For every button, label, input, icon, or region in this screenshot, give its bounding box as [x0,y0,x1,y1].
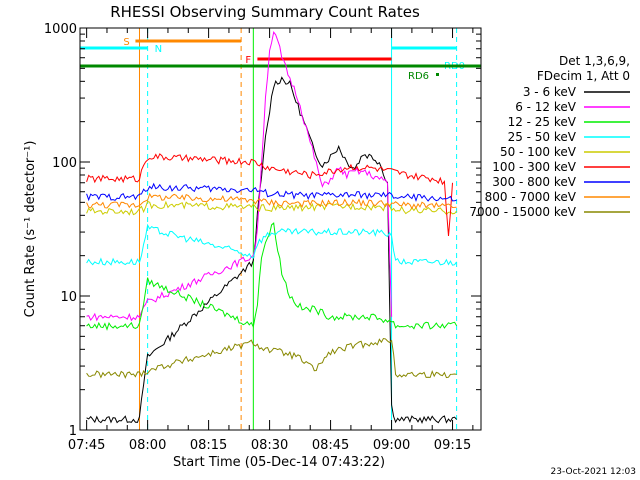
y-tick-label: 1 [69,424,77,439]
series-line-12-25-kev [86,222,458,331]
annotation-label-n: N [155,44,162,55]
legend-label-7000-15000-kev: 7000 - 15000 keV [469,205,576,219]
series-line-300-800-kev [86,182,457,203]
annotation-label-s: S [123,37,129,48]
x-axis: 07:45 08:00 08:15 08:30 08:45 09:00 09:15 [68,28,474,453]
y-tick-label: 1000 [44,22,77,37]
x-tick-label: 09:15 [434,438,471,453]
x-tick-label: 08:00 [129,438,166,453]
legend-label-25-50-kev: 25 - 50 keV [508,130,577,144]
legend: Det 1,3,6,9, FDecim 1, Att 0 3 - 6 keV6 … [469,54,630,219]
plot-area: SNFRD0RD6 [80,28,481,430]
series-line-25-50-kev [86,223,458,266]
annotation-marker-rd6 [436,73,439,76]
y-tick-label: 10 [60,290,77,305]
y-axis-label: Count Rate (s⁻¹ detector⁻¹) [23,141,38,318]
annotation-label-f: F [245,55,251,66]
x-tick-label: 08:15 [190,438,227,453]
x-tick-label: 07:45 [68,438,105,453]
x-tick-label: 08:30 [251,438,288,453]
legend-label-3-6-kev: 3 - 6 keV [523,85,577,99]
x-tick-label: 09:00 [373,438,410,453]
x-tick-label: 08:45 [312,438,349,453]
series-line-7000-15000-kev [86,337,457,379]
y-axis: 1 10 100 1000 [44,22,481,439]
legend-label-300-800-kev: 300 - 800 keV [492,175,576,189]
legend-header-line-1: Det 1,3,6,9, [559,54,630,68]
series-line-50-100-kev [86,200,457,216]
plot-frame [79,27,482,431]
x-axis-label: Start Time (05-Dec-14 07:43:22) [173,455,385,470]
legend-label-12-25-kev: 12 - 25 keV [508,115,577,129]
series-line-100-300-kev [86,153,453,236]
series-line-3-6-kev [86,76,457,425]
legend-header-line-2: FDecim 1, Att 0 [537,69,630,83]
series-line-6-12-kev [86,31,393,322]
y-tick-label: 100 [52,156,77,171]
series-line-800-7000-kev [86,192,457,210]
legend-label-100-300-kev: 100 - 300 keV [492,160,576,174]
legend-label-800-7000-kev: 800 - 7000 keV [485,190,577,204]
legend-label-50-100-kev: 50 - 100 keV [500,145,577,159]
chart-title: RHESSI Observing Summary Count Rates [110,3,420,21]
annotation-label-rd6: RD6 [408,71,429,82]
footer-timestamp: 23-Oct-2021 12:03 [551,467,636,477]
legend-label-6-12-kev: 6 - 12 keV [515,100,577,114]
